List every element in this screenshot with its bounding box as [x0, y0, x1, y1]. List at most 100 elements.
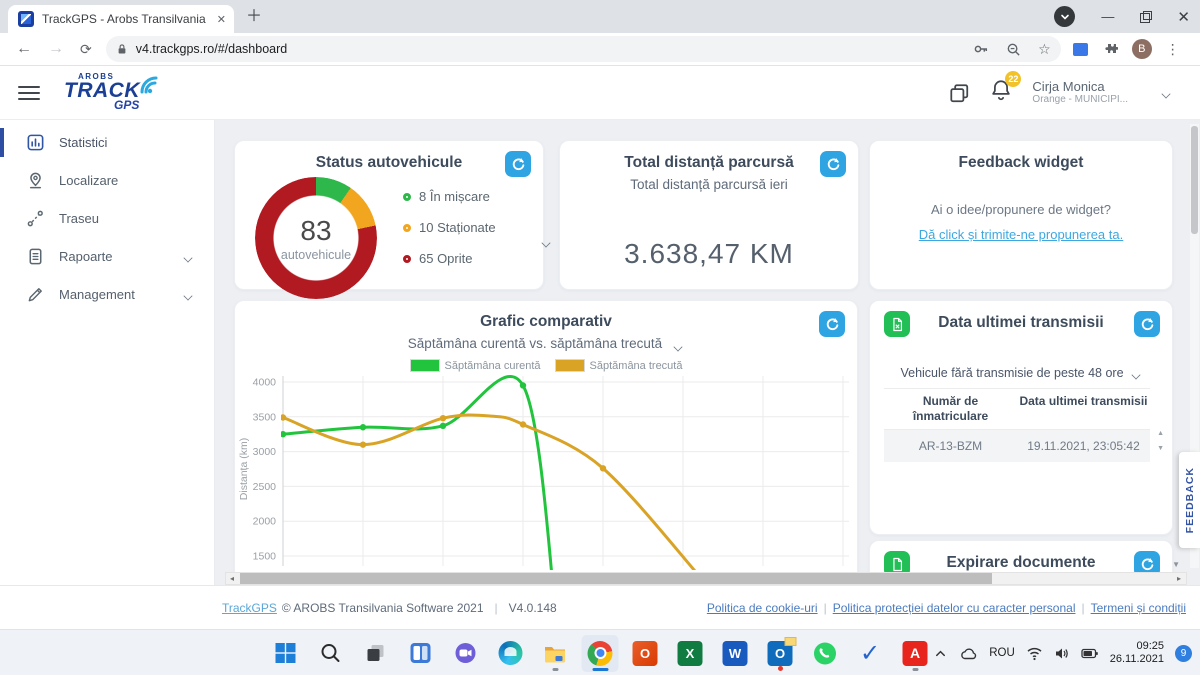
browser-profile-avatar[interactable]: B	[1131, 39, 1152, 59]
legend-label: 65 Oprite	[419, 251, 473, 266]
vertical-scrollbar[interactable]	[1190, 124, 1199, 568]
office-icon[interactable]: O	[627, 635, 664, 672]
svg-text:2000: 2000	[253, 516, 277, 528]
card-title: Total distanță parcursă	[624, 154, 794, 171]
chevron-down-icon	[674, 343, 684, 349]
sidebar-label: Statistici	[59, 135, 108, 150]
distance-period-select[interactable]: Total distanță parcursă ieri	[630, 177, 788, 192]
windows-switcher-icon[interactable]	[948, 82, 970, 104]
sidebar-item-management[interactable]: Management	[0, 280, 214, 309]
acrobat-icon[interactable]: A	[897, 635, 934, 672]
open-indicator	[912, 667, 918, 671]
distance-value: 3.638,47 KM	[624, 238, 794, 269]
feedback-side-tab[interactable]: FEEDBACK	[1179, 452, 1200, 548]
scroll-right-arrow-icon[interactable]: ▸	[1176, 574, 1181, 583]
legend-label: Săptămâna trecută	[589, 359, 683, 372]
export-excel-button[interactable]	[884, 311, 910, 337]
logo-track-text: TRACK	[64, 78, 140, 102]
taskbar-search-icon[interactable]	[312, 635, 349, 672]
chart-period-select[interactable]: Săptămâna curentă vs. săptămâna trecută	[235, 336, 857, 351]
sidebar-item-traseu[interactable]: Traseu	[0, 204, 214, 233]
language-indicator[interactable]: ROU	[989, 647, 1015, 659]
horizontal-scrollbar[interactable]: ◂ ▸	[225, 572, 1187, 585]
hamburger-menu-icon[interactable]	[18, 82, 40, 104]
feedback-link[interactable]: Dă click și trimite-ne propunerea ta.	[918, 227, 1124, 242]
footer-copyright: © AROBS Transilvania Software 2021	[281, 600, 484, 615]
donut-center: 83 autovehicule	[255, 177, 377, 299]
footer-version: V4.0.148	[508, 600, 557, 615]
card-title: Status autovehicule	[315, 154, 463, 171]
horizontal-scroll-thumb[interactable]	[240, 573, 992, 584]
todo-icon[interactable]: ✓	[859, 639, 881, 667]
widgets-icon[interactable]	[402, 635, 439, 672]
chevron-down-icon[interactable]	[542, 239, 552, 245]
address-bar[interactable]: v4.trackgps.ro/#/dashboard ☆	[105, 36, 1061, 62]
red-dot-icon	[403, 254, 411, 263]
tab-close-icon[interactable]: ✕	[216, 13, 226, 26]
bookmark-star-icon[interactable]: ☆	[1038, 40, 1051, 57]
chevron-down-icon	[1132, 371, 1142, 377]
sidebar-item-rapoarte[interactable]: Rapoarte	[0, 242, 214, 271]
route-icon	[27, 210, 43, 227]
whatsapp-icon[interactable]	[807, 635, 844, 672]
excel-icon[interactable]: X	[672, 635, 709, 672]
pinned-extension-icon[interactable]	[1072, 42, 1088, 56]
download-status-icon[interactable]	[1054, 6, 1076, 27]
chrome-icon[interactable]	[581, 634, 619, 672]
refresh-button[interactable]	[505, 151, 531, 177]
file-explorer-icon[interactable]	[537, 635, 574, 672]
cell-plate: AR-13-BZM	[918, 439, 983, 453]
chevron-down-icon	[184, 254, 194, 260]
vertical-scroll-thumb[interactable]	[1191, 126, 1198, 234]
sidebar-item-statistici[interactable]: Statistici	[0, 128, 214, 157]
extensions-puzzle-icon[interactable]	[1102, 41, 1118, 57]
refresh-button[interactable]	[820, 151, 846, 177]
orange-swatch-icon	[554, 359, 585, 372]
browser-menu-icon[interactable]: ⋮	[1165, 40, 1180, 57]
column-plate: Număr de înmatriculare	[912, 394, 989, 423]
scroll-left-arrow-icon[interactable]: ◂	[229, 574, 234, 583]
word-icon[interactable]: W	[717, 635, 754, 672]
user-menu-chevron-icon[interactable]	[1162, 90, 1172, 96]
volume-icon[interactable]	[1054, 646, 1070, 661]
footer-link-privacy[interactable]: Politica protecției datelor cu caracter …	[832, 600, 1076, 615]
reload-icon[interactable]: ⟳	[80, 40, 92, 57]
refresh-button[interactable]	[819, 311, 845, 337]
table-scroll-arrows[interactable]: ▲ ▼	[1157, 430, 1164, 452]
table-row[interactable]: AR-13-BZM 19.11.2021, 23:05:42	[884, 430, 1150, 462]
forward-icon[interactable]: →	[48, 40, 64, 57]
footer-link-terms[interactable]: Termeni și condiții	[1090, 600, 1186, 615]
back-icon[interactable]: ←	[16, 40, 32, 57]
svg-text:2500: 2500	[253, 481, 277, 493]
key-icon[interactable]	[973, 41, 989, 57]
footer-link-cookies[interactable]: Politica de cookie-uri	[706, 600, 818, 615]
refresh-button[interactable]	[1134, 311, 1160, 337]
transmission-filter-select[interactable]: Vehicule fără transmisie de peste 48 ore	[870, 366, 1172, 380]
zoom-icon[interactable]	[1006, 42, 1021, 57]
restore-button[interactable]	[1140, 11, 1153, 23]
tray-chevron-up-icon[interactable]	[933, 646, 948, 661]
minimize-button[interactable]: —	[1101, 9, 1115, 24]
comparative-line-chart: 4000 3500 3000 2500 2000 1500 Distanța (km)	[238, 375, 849, 570]
teams-chat-icon[interactable]	[447, 635, 484, 672]
onedrive-cloud-icon[interactable]	[959, 646, 978, 661]
card-title: Data ultimei transmisii	[938, 314, 1104, 331]
notifications-bell[interactable]: 22	[990, 71, 1022, 107]
battery-icon[interactable]	[1081, 646, 1099, 661]
task-view-icon[interactable]	[357, 635, 394, 672]
wifi-icon[interactable]	[1026, 646, 1043, 661]
sidebar-item-localizare[interactable]: Localizare	[0, 166, 214, 195]
outlook-icon[interactable]: O	[762, 635, 799, 672]
notification-indicator	[777, 665, 783, 671]
start-button[interactable]	[267, 635, 304, 672]
footer-brand-link[interactable]: TrackGPS	[222, 600, 277, 615]
browser-tab[interactable]: TrackGPS - Arobs Transilvania ✕	[8, 5, 234, 33]
new-tab-button[interactable]: ＋	[246, 8, 263, 25]
open-indicator	[552, 667, 558, 671]
edge-icon[interactable]	[492, 635, 529, 672]
tray-clock[interactable]: 09:25 26.11.2021	[1110, 640, 1164, 666]
close-button[interactable]: ✕	[1177, 8, 1190, 26]
scroll-down-arrow-icon[interactable]: ▼	[1172, 560, 1180, 569]
notification-center-badge[interactable]: 9	[1175, 644, 1192, 662]
user-menu[interactable]: Cirja Monica Orange - MUNICIPI...	[1032, 79, 1128, 107]
